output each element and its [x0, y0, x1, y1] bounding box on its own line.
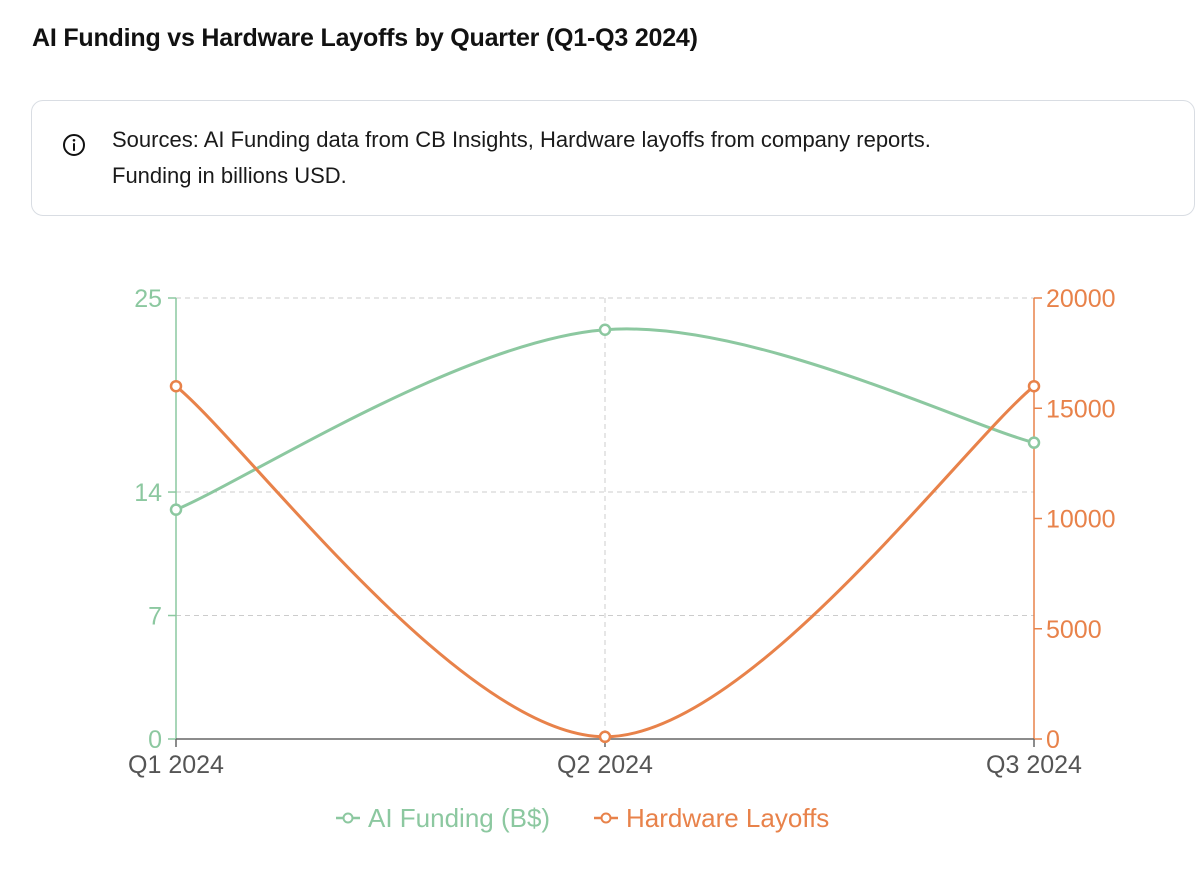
series-point-1 — [169, 379, 183, 393]
right-tick-label: 15000 — [1046, 395, 1116, 423]
series-point-0 — [598, 323, 612, 337]
x-tick-label: Q2 2024 — [557, 751, 653, 779]
right-tick-label: 20000 — [1046, 285, 1116, 313]
source-note: Sources: AI Funding data from CB Insight… — [31, 100, 1195, 216]
right-tick-label: 0 — [1046, 726, 1060, 754]
right-tick-label: 5000 — [1046, 616, 1102, 644]
series-point-0 — [1027, 436, 1041, 449]
source-note-line-2: Funding in billions USD. — [112, 163, 347, 188]
left-tick-label: 25 — [134, 285, 162, 313]
legend-label: Hardware Layoffs — [626, 803, 829, 833]
x-tick-label: Q1 2024 — [128, 751, 224, 779]
series-point-1 — [598, 730, 612, 744]
x-tick-label: Q3 2024 — [986, 751, 1082, 779]
left-tick-label: 14 — [134, 479, 162, 507]
legend-swatch-marker — [342, 812, 354, 824]
right-tick-label: 10000 — [1046, 506, 1116, 534]
left-tick-label: 0 — [148, 726, 162, 754]
chart-title: AI Funding vs Hardware Layoffs by Quarte… — [32, 24, 698, 52]
source-note-line-1: Sources: AI Funding data from CB Insight… — [112, 127, 931, 152]
source-note-text: Sources: AI Funding data from CB Insight… — [112, 122, 1152, 194]
legend-swatch-marker — [600, 812, 612, 824]
legend-label: AI Funding (B$) — [368, 803, 550, 833]
series-point-1 — [1027, 379, 1041, 393]
series-point-0 — [169, 503, 183, 516]
info-circle-icon — [63, 134, 85, 156]
left-tick-label: 7 — [148, 603, 162, 631]
